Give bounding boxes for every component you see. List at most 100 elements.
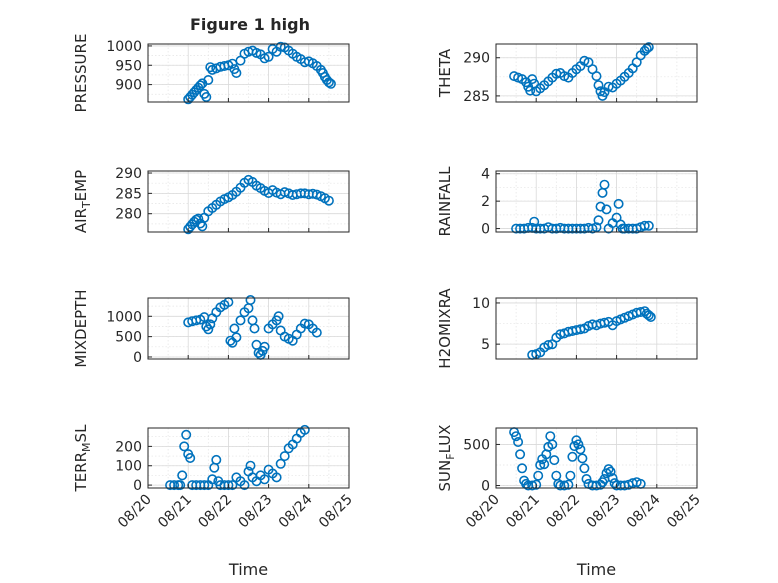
- data-point: [539, 459, 550, 470]
- y-tick-label: 285: [115, 186, 142, 202]
- y-tick-label: 0: [133, 350, 142, 366]
- data-point: [271, 472, 282, 483]
- data-point: [263, 51, 274, 62]
- data-point: [593, 215, 604, 226]
- y-tick-label: 500: [115, 330, 142, 346]
- axes-box: [495, 427, 698, 489]
- axes-box: [147, 297, 350, 360]
- data-point: [533, 470, 544, 481]
- figure-title: Figure 1 high: [190, 15, 310, 34]
- y-tick-label: 290: [115, 166, 142, 182]
- y-tick-label: 4: [481, 167, 490, 183]
- series-markers: [509, 427, 646, 491]
- series-markers: [511, 179, 654, 234]
- axes-box: [147, 43, 350, 103]
- data-point: [613, 198, 624, 209]
- data-point: [207, 474, 218, 485]
- y-tick-label: 2: [481, 194, 490, 210]
- data-point: [323, 195, 334, 206]
- y-tick-label: 500: [463, 437, 490, 453]
- data-point: [191, 315, 202, 326]
- data-point: [529, 216, 540, 227]
- subplot-1: 900 950 1000 PRESSURE: [72, 34, 350, 113]
- data-point: [559, 480, 570, 491]
- subplot-4: 0 2 4 RAINFALL: [436, 166, 698, 238]
- data-point: [199, 480, 210, 491]
- data-point: [607, 473, 618, 484]
- data-point: [279, 451, 290, 462]
- data-point: [605, 466, 616, 477]
- data-point: [565, 470, 576, 481]
- data-point: [179, 441, 190, 452]
- y-axis-label: PRESSURE: [72, 34, 90, 113]
- data-point: [239, 480, 250, 491]
- data-point: [639, 220, 650, 231]
- data-point: [245, 294, 256, 305]
- data-point: [185, 452, 196, 463]
- data-point: [195, 80, 206, 91]
- y-tick-label: 0: [481, 479, 490, 495]
- data-point: [535, 459, 546, 470]
- data-point: [311, 327, 322, 338]
- data-point: [299, 424, 310, 435]
- series-markers: [183, 41, 336, 105]
- axes-box: [147, 170, 350, 233]
- y-axis-label: TERRMSL: [72, 424, 93, 493]
- axes-box: [147, 427, 350, 489]
- data-point: [205, 62, 216, 73]
- data-point: [193, 213, 204, 224]
- data-point: [235, 315, 246, 326]
- data-point: [169, 480, 180, 491]
- data-point: [603, 464, 614, 475]
- data-point: [575, 324, 586, 335]
- y-axis-label: MIXDEPTH: [72, 289, 90, 367]
- y-tick-label: 200: [115, 439, 142, 455]
- data-point: [635, 306, 646, 317]
- data-point: [547, 439, 558, 450]
- x-axis-label: Time: [576, 560, 616, 579]
- data-point: [581, 473, 592, 484]
- y-axis-label: H2OMIXRA: [436, 288, 454, 369]
- y-tick-label: 1000: [106, 39, 142, 55]
- series-markers: [527, 306, 656, 360]
- y-tick-label: 0: [133, 478, 142, 494]
- y-tick-label: 100: [115, 459, 142, 475]
- axes-box: [495, 43, 698, 103]
- data-point: [511, 431, 522, 442]
- y-tick-label: 900: [115, 78, 142, 94]
- data-point: [595, 201, 606, 212]
- data-point: [231, 68, 242, 79]
- data-point: [579, 463, 590, 474]
- data-point: [573, 439, 584, 450]
- y-axis-label: AIRTEMP: [72, 170, 93, 233]
- data-point: [231, 332, 242, 343]
- data-point: [201, 92, 212, 103]
- y-axis-label: RAINFALL: [436, 166, 454, 237]
- y-tick-label: 1000: [106, 309, 142, 325]
- data-point: [203, 75, 214, 86]
- data-point: [229, 323, 240, 334]
- axes-box: [495, 297, 698, 360]
- data-point: [643, 310, 654, 321]
- data-point: [591, 71, 602, 82]
- data-point: [575, 444, 586, 455]
- data-point: [259, 341, 270, 352]
- data-point: [275, 458, 286, 469]
- data-point: [205, 319, 216, 330]
- data-point: [245, 460, 256, 471]
- data-point: [299, 318, 310, 329]
- y-tick-label: 280: [115, 207, 142, 223]
- data-point: [595, 86, 606, 97]
- y-tick-label: 5: [481, 337, 490, 353]
- data-point: [249, 323, 260, 334]
- data-point: [643, 220, 654, 231]
- series-markers: [509, 42, 654, 101]
- data-point: [175, 480, 186, 491]
- y-tick-label: 950: [115, 58, 142, 74]
- data-point: [177, 470, 188, 481]
- data-point: [643, 42, 654, 53]
- subplot-5: 0 500 1000 MIXDEPTH: [72, 289, 350, 368]
- data-point: [593, 80, 604, 91]
- subplot-6: 5 10 H2OMIXRA: [436, 288, 698, 369]
